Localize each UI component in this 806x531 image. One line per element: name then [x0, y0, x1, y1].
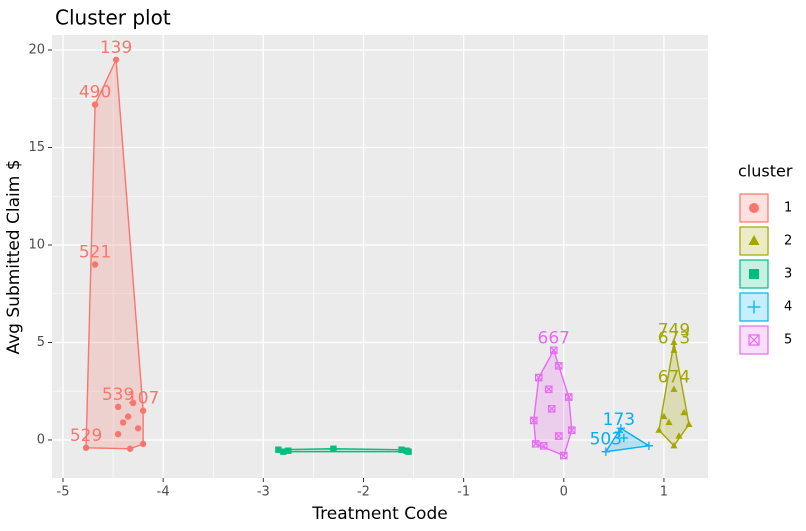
point — [619, 433, 629, 443]
point — [567, 426, 576, 435]
point — [134, 425, 142, 432]
x-tick-label: -4 — [157, 485, 170, 500]
legend-label: 1 — [784, 201, 792, 216]
point — [547, 404, 556, 413]
point — [531, 440, 540, 448]
point — [554, 432, 563, 440]
legend-symbol — [747, 300, 761, 314]
point — [564, 393, 573, 401]
point-label: 490 — [79, 83, 111, 103]
point-label: 749 — [658, 320, 690, 340]
x-tick-label: 1 — [660, 485, 668, 500]
x-tick-label: -1 — [457, 485, 470, 500]
point — [655, 426, 663, 433]
point — [114, 430, 122, 438]
point — [670, 338, 678, 346]
legend-label: 4 — [784, 300, 792, 315]
point — [616, 424, 626, 433]
x-tick-label: -5 — [57, 485, 70, 500]
point — [275, 446, 282, 453]
point — [126, 445, 134, 452]
point — [91, 261, 99, 268]
legend-label: 2 — [784, 234, 792, 249]
point — [614, 428, 624, 437]
y-tick-label: 20 — [28, 43, 45, 58]
point-label: 539 — [102, 385, 134, 405]
x-tick-label: -2 — [357, 485, 370, 500]
point — [660, 412, 668, 420]
point — [129, 399, 137, 407]
point — [119, 419, 127, 426]
point — [534, 373, 543, 382]
legend-symbol — [748, 235, 760, 245]
point — [139, 407, 147, 414]
chart-title: Cluster plot — [55, 6, 171, 30]
point — [601, 447, 611, 456]
point — [539, 442, 548, 450]
cluster-hull — [278, 448, 409, 453]
point — [529, 416, 538, 425]
point — [559, 451, 568, 460]
point — [685, 420, 693, 427]
point-label: 503 — [590, 430, 622, 450]
point-label: 674 — [658, 367, 690, 387]
point — [330, 445, 337, 452]
legend-symbol — [749, 269, 759, 279]
point — [82, 444, 90, 451]
plot-panel — [52, 35, 708, 478]
point — [644, 441, 654, 450]
point — [124, 413, 132, 420]
point — [670, 441, 678, 449]
point — [544, 385, 553, 394]
x-tick-label: 0 — [560, 485, 568, 500]
point — [670, 346, 678, 353]
point — [675, 432, 683, 439]
point-label: 173 — [603, 410, 635, 430]
point — [398, 446, 405, 453]
point — [554, 362, 563, 370]
y-tick-label: 10 — [28, 237, 45, 252]
point-label: 139 — [100, 38, 132, 58]
point — [91, 101, 99, 108]
point — [139, 440, 147, 448]
point — [680, 408, 688, 416]
point — [670, 385, 678, 392]
legend-symbol — [749, 203, 759, 213]
cluster-hull — [604, 427, 651, 453]
point — [405, 448, 412, 455]
point-label: 529 — [70, 426, 102, 446]
point — [112, 56, 120, 63]
point — [665, 418, 673, 425]
x-tick-label: -3 — [257, 485, 270, 500]
point — [285, 447, 292, 454]
legend-label: 3 — [784, 267, 792, 282]
point — [549, 346, 558, 355]
point-label: 667 — [538, 328, 570, 348]
legend-label: 5 — [784, 333, 792, 348]
point-label: 521 — [79, 242, 111, 262]
y-tick-label: 0 — [37, 432, 45, 447]
point-label: 673 — [658, 328, 690, 348]
point — [280, 448, 287, 455]
point — [114, 403, 122, 411]
y-tick-label: 15 — [28, 140, 45, 155]
y-tick-label: 5 — [37, 335, 45, 350]
legend-symbol — [748, 334, 760, 346]
x-axis-label: Treatment Code — [311, 504, 447, 524]
legend-title: cluster — [738, 162, 793, 181]
y-axis-label: Avg Submitted Claim $ — [4, 159, 24, 354]
